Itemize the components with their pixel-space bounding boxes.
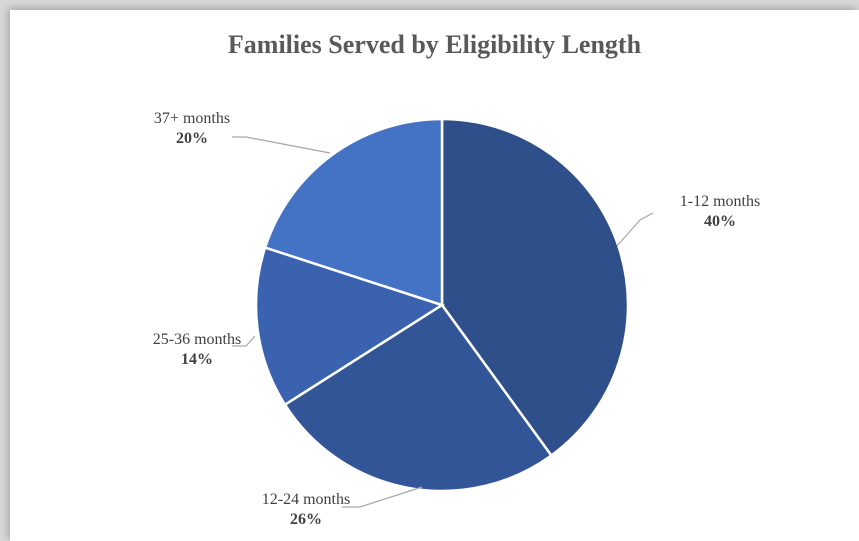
pie-slice-12-24-months (283, 303, 554, 493)
slice-value-label: 26% (290, 511, 322, 528)
slice-value-label: 40% (704, 213, 736, 230)
chart-title: Families Served by Eligibility Length (227, 30, 642, 59)
leader-line (616, 212, 654, 247)
leader-line (232, 335, 256, 347)
pie-slice-25-36-months (254, 245, 445, 407)
chart-card: Families Served by Eligibility Length 1-… (10, 10, 859, 541)
slice-value-label: 14% (181, 351, 213, 368)
pie-chart: 1-12 months 40% 12-24 months 26% 25-36 month… (153, 110, 760, 528)
pie-slice-1-12-months (440, 117, 630, 458)
leader-line (232, 136, 331, 154)
leader-line (342, 486, 423, 508)
slice-category-label: 37+ months (154, 110, 230, 127)
slice-category-label: 12-24 months (262, 491, 350, 508)
slice-category-label: 1-12 months (680, 193, 760, 210)
pie-slice-37-months (263, 117, 444, 307)
slice-category-label: 25-36 months (153, 331, 241, 348)
slice-value-label: 20% (176, 130, 208, 147)
